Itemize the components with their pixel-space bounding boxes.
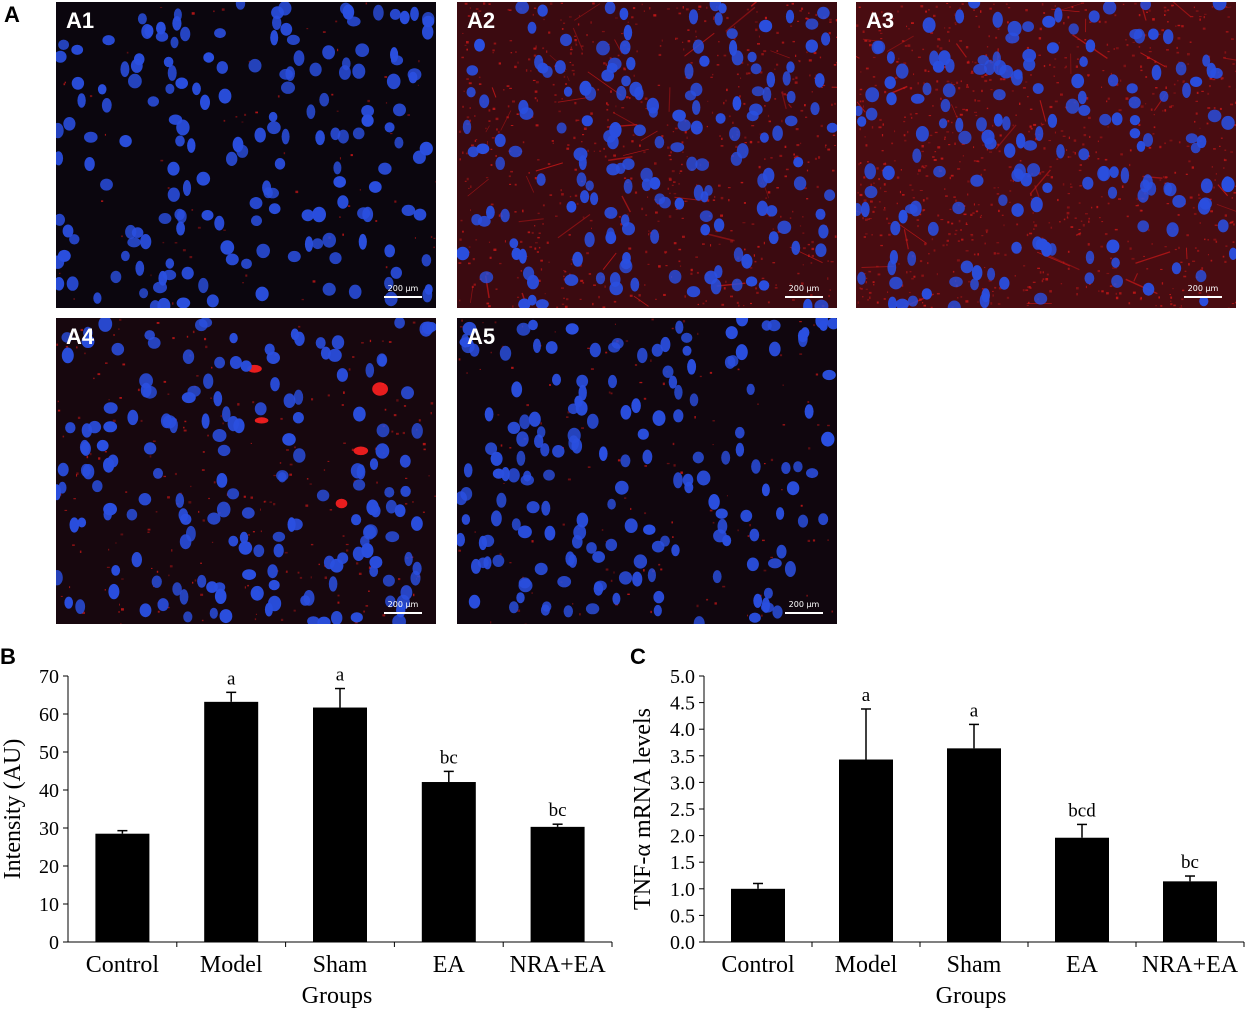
y-tick-label: 30 (39, 818, 59, 840)
significance-label: a (336, 665, 345, 686)
y-tick-label: 5.0 (670, 666, 695, 688)
micrograph-image (56, 318, 436, 624)
y-tick-label: 50 (39, 742, 59, 764)
x-axis-title: Groups (302, 983, 373, 1009)
y-axis-title: TNF-α mRNA levels (630, 708, 656, 910)
y-tick-label: 1.5 (670, 852, 695, 874)
y-axis-title: Intensity (AU) (0, 739, 26, 880)
bar-control (731, 888, 785, 942)
micrograph-image (457, 2, 837, 308)
scale-bar: 200 µm (384, 284, 422, 298)
panel-b-letter: B (0, 644, 16, 669)
significance-label: a (227, 668, 236, 689)
micrograph-a2: A2 200 µm (457, 2, 837, 308)
bar-sham (313, 707, 367, 942)
micrograph-image (56, 2, 436, 308)
y-tick-label: 70 (39, 666, 59, 688)
scale-bar: 200 µm (1184, 284, 1222, 298)
micrograph-label: A3 (866, 8, 895, 33)
scale-bar-label: 200 µm (387, 600, 419, 609)
significance-label: bc (440, 747, 458, 768)
scale-bar-line (1184, 296, 1222, 298)
bar-ea (1055, 837, 1109, 942)
y-tick-label: 60 (39, 704, 59, 726)
panel-a-letter: A (4, 2, 20, 27)
y-tick-label: 1.0 (670, 879, 695, 901)
x-tick-label: Sham (947, 952, 1002, 978)
x-tick-label: Control (86, 952, 160, 978)
y-tick-label: 4.5 (670, 693, 695, 715)
scale-bar: 200 µm (785, 284, 823, 298)
bar-sham (947, 748, 1001, 942)
micrograph-label: A2 (467, 8, 496, 33)
scale-bar-label: 200 µm (1187, 284, 1219, 293)
scale-bar-label: 200 µm (387, 284, 419, 293)
y-tick-label: 0 (49, 932, 59, 954)
bar-ea (421, 782, 476, 942)
bar-control (95, 833, 150, 942)
x-tick-label: Sham (313, 952, 368, 978)
x-tick-label: Model (835, 952, 898, 978)
y-tick-label: 3.5 (670, 746, 695, 768)
x-axis-title: Groups (936, 983, 1007, 1009)
y-tick-label: 0.5 (670, 905, 695, 927)
micrograph-label: A1 (66, 8, 95, 33)
scale-bar: 200 µm (785, 600, 823, 614)
panel-c-letter: C (630, 644, 646, 669)
x-tick-label: Model (200, 952, 263, 978)
significance-label: bc (549, 800, 567, 821)
significance-label: bcd (1068, 800, 1096, 821)
bar-nra-ea (1163, 881, 1217, 942)
micrograph-label: A5 (467, 324, 496, 349)
scale-bar-label: 200 µm (788, 284, 820, 293)
micrograph-a5: A5 200 µm (457, 318, 837, 624)
micrograph-image (856, 2, 1236, 308)
y-tick-label: 0.0 (670, 932, 695, 954)
x-tick-label: Control (721, 952, 795, 978)
bar-model (204, 701, 259, 942)
x-tick-label: EA (1066, 952, 1099, 978)
scale-bar-line (785, 612, 823, 614)
micrograph-a4: A4 200 µm (56, 318, 436, 624)
intensity-bar-chart: 0 10 20 30 40 50 60 70 Control a Model a Sham bc EA bc N… (0, 665, 613, 1009)
micrograph-a1: A1 200 µm (56, 2, 436, 308)
bar-nra-ea (530, 826, 585, 942)
y-tick-label: 3.0 (670, 772, 695, 794)
micrograph-image (457, 318, 837, 624)
y-tick-label: 20 (39, 856, 59, 878)
y-tick-label: 2.5 (670, 799, 695, 821)
x-tick-label: NRA+EA (1142, 952, 1239, 978)
y-tick-label: 40 (39, 780, 59, 802)
x-tick-label: NRA+EA (509, 952, 606, 978)
scale-bar: 200 µm (384, 600, 422, 614)
scale-bar-label: 200 µm (788, 600, 820, 609)
scale-bar-line (384, 296, 422, 298)
y-tick-label: 10 (39, 894, 59, 916)
significance-label: bc (1181, 852, 1199, 873)
scale-bar-line (384, 612, 422, 614)
significance-label: a (862, 685, 871, 706)
scale-bar-line (785, 296, 823, 298)
micrograph-label: A4 (66, 324, 95, 349)
x-tick-label: EA (433, 952, 466, 978)
bar-model (839, 759, 893, 942)
significance-label: a (970, 700, 979, 721)
tnf-alpha-bar-chart: 0.0 0.5 1.0 1.5 2.0 2.5 3.0 3.5 4.0 4.5 5.0 Control… (630, 666, 1245, 1009)
y-tick-label: 2.0 (670, 826, 695, 848)
y-tick-label: 4.0 (670, 719, 695, 741)
micrograph-a3: A3 200 µm (856, 2, 1236, 308)
